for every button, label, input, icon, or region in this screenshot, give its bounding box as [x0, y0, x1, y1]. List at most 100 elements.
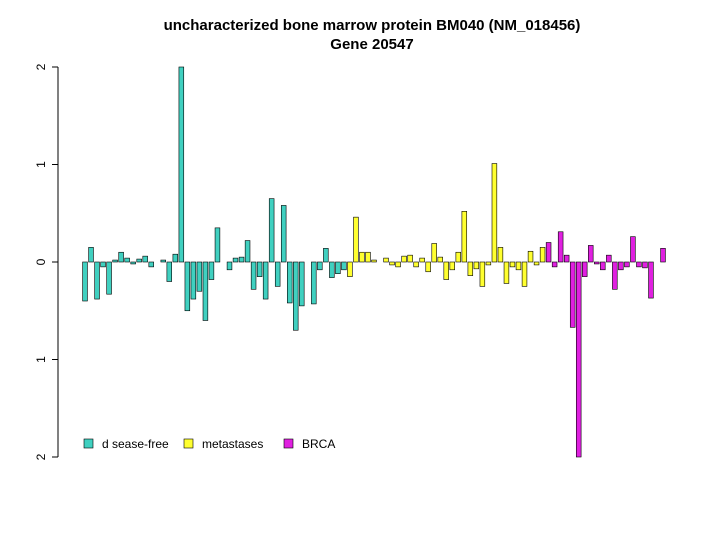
bar	[172, 253, 179, 263]
bar	[660, 248, 666, 263]
bar	[287, 261, 293, 304]
bar	[407, 254, 413, 263]
bar	[160, 259, 166, 263]
bar	[455, 251, 461, 263]
bar	[329, 261, 335, 278]
bar	[208, 261, 215, 280]
bar	[341, 261, 347, 271]
bar	[612, 261, 618, 290]
legend-swatch	[283, 438, 294, 449]
bar	[630, 236, 636, 263]
bar	[311, 261, 317, 305]
bar	[184, 261, 191, 312]
bar	[323, 248, 329, 263]
bar	[515, 261, 522, 271]
bar	[250, 261, 257, 290]
bar	[256, 261, 263, 277]
legend-label: d sease-free	[102, 437, 169, 451]
bar	[293, 261, 299, 331]
legend-swatch	[183, 438, 194, 449]
bar	[106, 261, 112, 295]
bar	[335, 261, 341, 274]
bar	[401, 255, 407, 263]
bar	[130, 261, 136, 265]
bar	[545, 242, 552, 263]
bar	[82, 261, 88, 302]
bar	[166, 261, 173, 282]
bar	[642, 261, 648, 269]
bar	[443, 261, 449, 280]
bar	[244, 240, 251, 263]
bar	[371, 259, 377, 263]
bar	[563, 254, 570, 263]
bar	[473, 261, 480, 270]
legend-label: BRCA	[302, 437, 335, 451]
bar	[148, 261, 154, 268]
bar	[347, 261, 353, 277]
bar	[648, 261, 654, 299]
bar	[190, 261, 197, 300]
bar	[485, 261, 492, 266]
bar	[100, 261, 106, 268]
bar	[479, 261, 486, 287]
bar	[202, 261, 209, 321]
bar	[449, 261, 455, 271]
bar	[317, 261, 323, 271]
legend-label: metastases	[202, 437, 263, 451]
bar	[196, 261, 203, 292]
bar	[142, 255, 148, 263]
bar	[353, 216, 359, 263]
bar	[503, 261, 510, 284]
bar	[539, 247, 546, 263]
bar	[389, 261, 395, 266]
bar	[437, 256, 443, 263]
bar	[509, 261, 516, 268]
bar	[431, 243, 437, 263]
bar	[425, 261, 431, 273]
bar	[413, 261, 419, 268]
bar	[280, 205, 287, 263]
bar	[112, 259, 118, 263]
bar	[395, 261, 401, 268]
bar	[551, 261, 558, 268]
bar	[118, 251, 124, 263]
bar	[521, 261, 528, 287]
bar	[262, 261, 269, 300]
bar	[299, 261, 305, 307]
y-tick-label: 2	[34, 453, 48, 460]
bar	[533, 261, 540, 266]
bar	[365, 251, 371, 263]
y-tick-label: 1	[34, 161, 48, 168]
bar	[491, 163, 498, 263]
bar	[600, 261, 606, 271]
bar	[136, 258, 142, 263]
bar	[497, 247, 504, 263]
y-tick-label: 1	[34, 356, 48, 363]
bar	[94, 261, 100, 300]
bar	[624, 261, 630, 268]
bar	[618, 261, 624, 271]
bar	[124, 257, 130, 263]
bar	[214, 227, 221, 263]
bar	[569, 261, 576, 328]
y-tick-label: 0	[34, 258, 48, 265]
bar	[383, 257, 389, 263]
bar	[238, 256, 245, 263]
bar	[527, 250, 534, 263]
bar	[636, 261, 642, 268]
chart-title: uncharacterized bone marrow protein BM04…	[164, 17, 581, 34]
bar	[575, 261, 582, 458]
bar	[606, 254, 612, 263]
bar	[419, 257, 425, 263]
bar	[178, 66, 185, 263]
bar	[557, 231, 564, 263]
legend-swatch	[83, 438, 94, 449]
bar	[467, 261, 474, 276]
bar	[588, 245, 594, 263]
bar	[232, 257, 239, 263]
bar	[88, 247, 94, 263]
chart-subtitle: Gene 20547	[330, 36, 413, 53]
bar	[274, 261, 281, 287]
bar	[359, 251, 365, 263]
